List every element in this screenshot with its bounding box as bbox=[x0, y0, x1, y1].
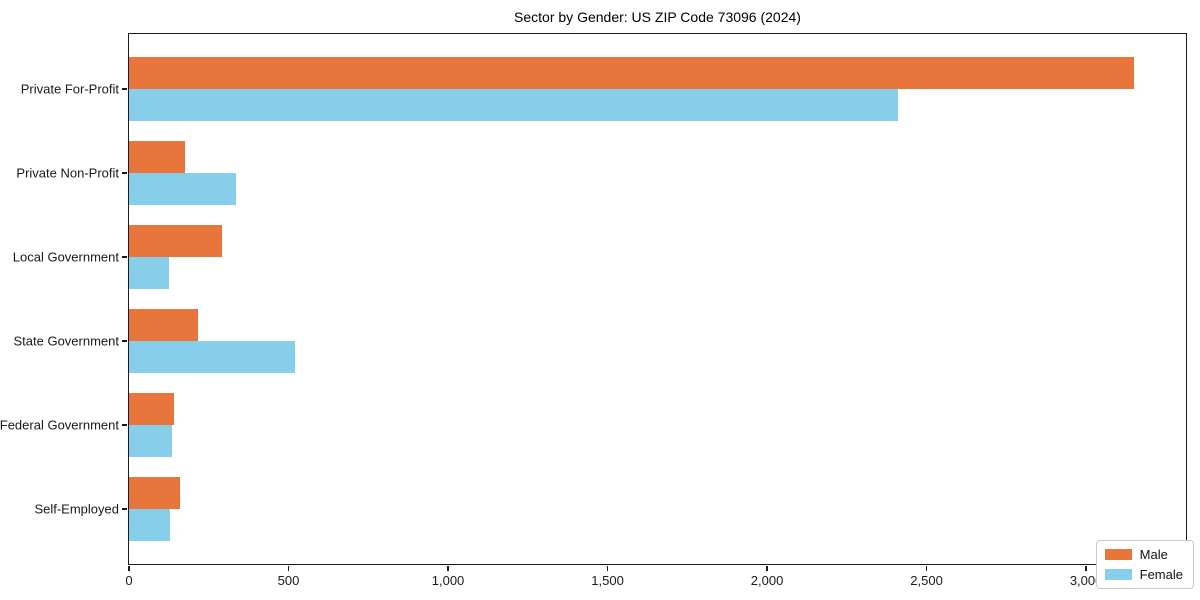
bar-female-state-government bbox=[129, 341, 295, 373]
x-tick-label: 500 bbox=[277, 573, 300, 588]
legend-entry-female: Female bbox=[1104, 567, 1183, 582]
x-tick-label: 3,000 bbox=[1069, 573, 1103, 588]
x-tick-label: 2,000 bbox=[750, 573, 784, 588]
bar-female-self-employed bbox=[129, 509, 171, 541]
x-tick-mark bbox=[606, 566, 609, 571]
y-tick-mark bbox=[122, 340, 127, 342]
x-tick-label: 1,000 bbox=[431, 573, 465, 588]
bar-female-private-for-profit bbox=[129, 89, 898, 121]
x-tick-label: 0 bbox=[125, 573, 133, 588]
legend-label: Male bbox=[1139, 547, 1168, 562]
x-tick-mark bbox=[128, 566, 130, 571]
bar-male-private-for-profit bbox=[129, 57, 1134, 89]
chart-title: Sector by Gender: US ZIP Code 73096 (202… bbox=[514, 9, 801, 25]
y-tick-label: Federal Government bbox=[0, 417, 119, 433]
y-tick-mark bbox=[122, 88, 127, 90]
y-tick-mark bbox=[122, 172, 127, 174]
bar-female-private-non-profit bbox=[129, 173, 236, 205]
x-tick-label: 1,500 bbox=[591, 573, 624, 588]
y-tick-label: Self-Employed bbox=[34, 501, 119, 517]
y-tick-label: Private For-Profit bbox=[20, 81, 119, 97]
x-tick-mark bbox=[766, 566, 768, 571]
y-tick-mark bbox=[122, 508, 127, 510]
bar-female-local-government bbox=[129, 257, 169, 289]
y-tick-label: Local Government bbox=[12, 249, 119, 265]
x-tick-mark bbox=[925, 566, 928, 571]
x-tick-mark bbox=[287, 566, 290, 571]
x-tick-mark bbox=[1085, 566, 1087, 571]
y-tick-mark bbox=[122, 256, 127, 258]
legend-entry-male: Male bbox=[1104, 547, 1183, 562]
female-swatch bbox=[1104, 569, 1132, 580]
plot-area: 0 500 1,000 1,500 2,000 2,500 3,000 Private For… bbox=[0, 33, 1187, 588]
male-swatch bbox=[1104, 549, 1132, 560]
x-tick-mark bbox=[447, 566, 449, 571]
legend-label: Female bbox=[1139, 567, 1183, 582]
bar-male-federal-government bbox=[129, 393, 174, 425]
x-tick-label: 2,500 bbox=[910, 573, 943, 588]
bar-female-federal-government bbox=[129, 425, 173, 457]
bar-male-local-government bbox=[129, 225, 222, 257]
bar-male-private-non-profit bbox=[129, 141, 185, 173]
y-tick-label: State Government bbox=[13, 333, 120, 349]
y-tick-mark bbox=[122, 424, 127, 426]
y-tick-label: Private Non-Profit bbox=[16, 165, 119, 181]
legend: Male Female bbox=[1095, 540, 1194, 589]
bar-male-self-employed bbox=[129, 477, 181, 509]
bar-male-state-government bbox=[129, 309, 198, 341]
